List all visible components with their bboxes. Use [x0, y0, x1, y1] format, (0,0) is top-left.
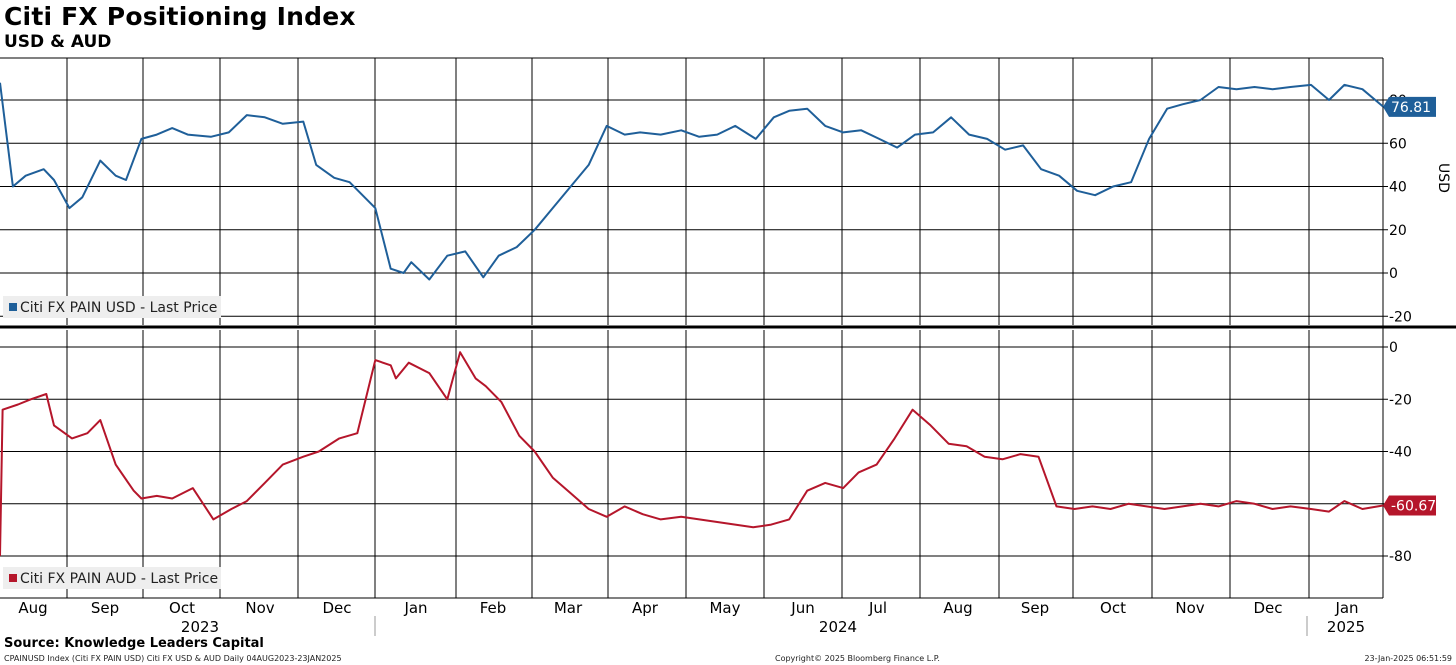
aud-series-line [0, 351, 1384, 557]
month-label-0: Aug [18, 599, 47, 617]
usd-tick-label-2: 20 [1389, 223, 1407, 239]
aud-legend-label: Citi FX PAIN AUD - Last Price [20, 571, 218, 587]
month-label-7: Mar [554, 599, 583, 617]
month-label-2: Oct [169, 599, 195, 617]
chart-title: Citi FX Positioning Index [4, 2, 356, 31]
year-label-2025: 2025 [1327, 618, 1365, 636]
month-label-10: Jun [790, 599, 814, 617]
month-label-17: Jan [1334, 599, 1358, 617]
aud-tick-label-2: -40 [1389, 445, 1412, 461]
usd-legend-box [3, 296, 221, 318]
aud-last-value: -60.67 [1391, 499, 1436, 515]
month-label-12: Aug [943, 599, 972, 617]
month-label-3: Nov [245, 599, 274, 617]
month-label-11: Jul [868, 599, 887, 617]
aud-tick-label-1: -20 [1389, 392, 1412, 408]
year-label-2023: 2023 [181, 618, 219, 636]
usd-last-badge [1383, 96, 1436, 117]
chart-subtitle: USD & AUD [4, 32, 112, 52]
aud-last-badge [1383, 495, 1436, 516]
usd-legend-label: Citi FX PAIN USD - Last Price [20, 300, 217, 316]
month-label-4: Dec [322, 599, 351, 617]
month-label-16: Dec [1253, 599, 1282, 617]
month-label-13: Sep [1021, 599, 1049, 617]
source-note: Source: Knowledge Leaders Capital [4, 636, 264, 651]
footer-left: CPAINUSD Index (Citi FX PAIN USD) Citi F… [4, 654, 342, 663]
aud-tick-label-0: 0 [1389, 340, 1398, 356]
usd-axis-label: USD [1435, 163, 1451, 193]
usd-tick-label-3: 40 [1389, 180, 1407, 196]
usd-tick-label-1: 0 [1389, 266, 1398, 282]
footer-center: Copyright© 2025 Bloomberg Finance L.P. [775, 654, 940, 663]
aud-legend-swatch [9, 574, 17, 582]
usd-tick-label-0: -20 [1389, 309, 1412, 325]
month-label-9: May [709, 599, 740, 617]
footer-right: 23-Jan-2025 06:51:59 [1364, 654, 1452, 663]
year-label-2024: 2024 [819, 618, 857, 636]
month-label-14: Oct [1100, 599, 1126, 617]
month-label-5: Jan [403, 599, 427, 617]
usd-tick-label-4: 60 [1389, 136, 1407, 152]
month-label-8: Apr [632, 599, 659, 617]
aud-legend-box [3, 567, 221, 589]
usd-legend-swatch [9, 303, 17, 311]
usd-last-value: 76.81 [1391, 100, 1431, 116]
aud-tick-label-4: -80 [1389, 549, 1412, 565]
month-label-6: Feb [480, 599, 507, 617]
month-label-1: Sep [91, 599, 119, 617]
usd-series-line [0, 82, 1384, 281]
month-label-15: Nov [1175, 599, 1204, 617]
